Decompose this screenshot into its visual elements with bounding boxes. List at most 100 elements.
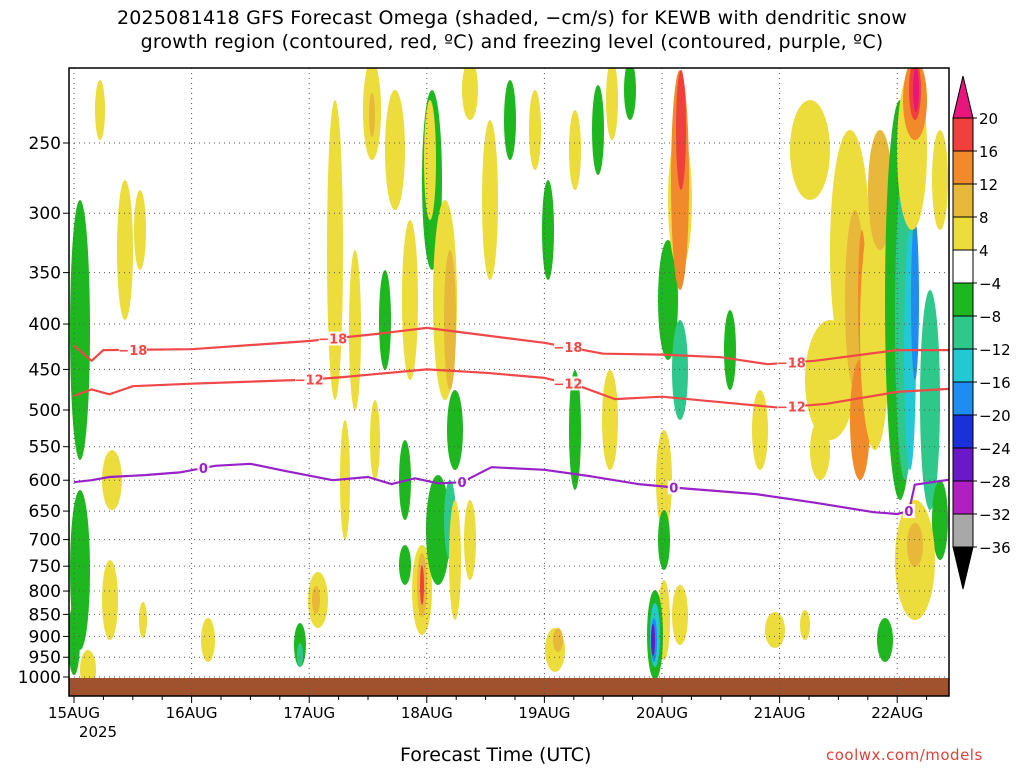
contour-label-bg	[295, 372, 324, 387]
colorbar-segment	[952, 480, 974, 515]
omega-cell	[102, 450, 122, 510]
colorbar-segment	[952, 447, 974, 482]
contour-label-bg	[777, 399, 806, 414]
x-tick-label: 22AUG	[871, 704, 923, 722]
omega-cell	[449, 500, 461, 620]
contour-label: 0	[199, 462, 208, 477]
y-tick-label: 800	[29, 582, 61, 602]
colorbar-label: −24	[979, 440, 1011, 458]
omega-cell	[424, 100, 436, 220]
omega-cell	[369, 93, 375, 137]
credit-link[interactable]: coolwx.com/models	[826, 746, 983, 764]
omega-cell	[399, 545, 411, 585]
omega-cell	[752, 390, 768, 470]
colorbar-segment	[952, 381, 974, 416]
colorbar-segment	[952, 117, 974, 152]
contour-label: −18	[118, 344, 147, 359]
y-tick-label: 750	[29, 557, 61, 577]
contour-label-bg	[553, 340, 582, 355]
colorbar-label: 20	[979, 110, 998, 128]
x-tick-label: 20AUG	[636, 704, 688, 722]
omega-cell	[402, 220, 418, 380]
omega-cell	[201, 618, 215, 662]
omega-cell	[860, 210, 890, 450]
omega-cell	[569, 370, 581, 490]
x-axis: 15AUG 16AUG 17AUG 18AUG 19AUG 20AUG 21AUG 22AUG…	[48, 696, 928, 741]
omega-cell	[327, 100, 343, 400]
colorbar-segment	[952, 513, 974, 548]
omega-cell	[911, 220, 919, 380]
colorbar-label: −28	[979, 473, 1011, 491]
omega-cell	[379, 270, 391, 370]
colorbar-label: −20	[979, 407, 1011, 425]
contour-label-bg	[777, 355, 806, 370]
omega-cell	[447, 390, 463, 470]
colorbar-label: 8	[979, 209, 989, 227]
title-line-1: 2025081418 GFS Forecast Omega (shaded, −…	[116, 7, 908, 29]
contour-label-bg	[553, 376, 582, 391]
y-tick-label: 850	[29, 605, 61, 625]
omega-cell	[462, 68, 478, 120]
colorbar-top-arrow	[952, 75, 974, 119]
omega-cell	[920, 290, 940, 510]
omega-cell	[592, 85, 604, 175]
colorbar-label: 4	[979, 242, 989, 260]
colorbar-segment	[952, 282, 974, 317]
contour-label-bg	[667, 480, 680, 495]
omega-cell	[69, 605, 80, 675]
omega-cell	[569, 110, 581, 190]
omega-cell	[672, 320, 688, 420]
y-tick-label: 400	[29, 315, 61, 335]
contour-label: 0	[458, 476, 467, 491]
x-tick-label: 18AUG	[401, 704, 453, 722]
contour-label-bg	[318, 331, 347, 346]
y-tick-label: 650	[29, 502, 61, 522]
omega-cell	[95, 80, 105, 140]
y-tick-label: 250	[29, 134, 61, 154]
y-axis: 2503003504004505005506006507007508008509…	[18, 134, 69, 688]
omega-cell	[349, 250, 361, 410]
colorbar: 20 16 12 8 4 −4 −8 −12 −16 −20 −24 −28 −32 −36	[952, 75, 1011, 590]
colorbar-label: −36	[979, 539, 1011, 557]
omega-cell	[658, 240, 678, 360]
omega-cell	[102, 560, 118, 640]
omega-cell	[651, 624, 655, 656]
omega-cell	[810, 420, 830, 480]
omega-cell	[672, 585, 688, 645]
y-tick-label: 500	[29, 401, 61, 421]
omega-cell	[464, 500, 476, 580]
omega-cell	[913, 68, 919, 112]
colorbar-label: −12	[979, 341, 1011, 359]
colorbar-segment	[952, 414, 974, 449]
contour-label: −18	[318, 333, 347, 348]
omega-cell	[426, 475, 450, 585]
omega-cell	[312, 586, 320, 614]
y-tick-label: 900	[29, 627, 61, 647]
x-tick-label: 16AUG	[166, 704, 218, 722]
omega-cell	[297, 643, 303, 667]
y-tick-label: 450	[29, 360, 61, 380]
contour-label: −18	[777, 357, 806, 372]
omega-cell	[529, 90, 541, 170]
omega-cell	[444, 250, 456, 390]
colorbar-label: 12	[979, 176, 998, 194]
colorbar-label: −4	[979, 275, 1001, 293]
y-tick-label: 300	[29, 204, 61, 224]
y-tick-label: 350	[29, 264, 61, 284]
omega-cell	[370, 400, 380, 480]
x-tick-label: 17AUG	[283, 704, 335, 722]
contour-label-bg	[118, 342, 147, 357]
colorbar-segment	[952, 249, 974, 284]
omega-cell	[134, 190, 146, 270]
omega-cell	[800, 610, 810, 640]
omega-cell	[117, 180, 133, 320]
omega-cell	[70, 200, 90, 460]
colorbar-label: −8	[979, 308, 1001, 326]
y-tick-label: 1000	[18, 668, 61, 688]
contour-label-bg	[456, 475, 469, 490]
omega-cell	[139, 602, 147, 638]
omega-cell	[790, 100, 830, 200]
omega-cell	[602, 370, 618, 470]
contour-label-bg	[197, 461, 210, 476]
colorbar-segment	[952, 183, 974, 218]
